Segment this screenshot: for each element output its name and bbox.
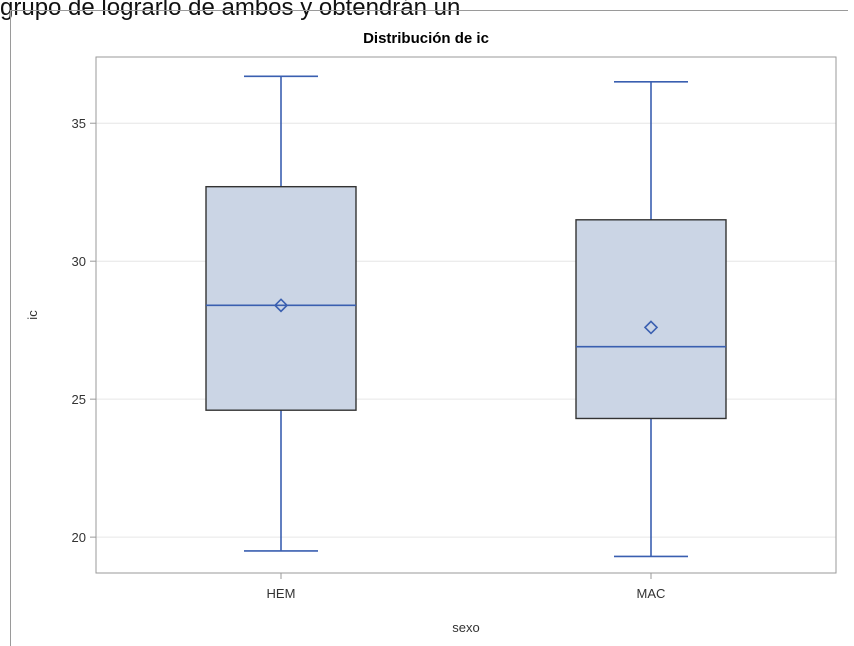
y-axis-label: ic [25,310,40,320]
box-series [205,75,727,558]
mean-diamond-marker [273,298,289,313]
y-tick-label: 35 [72,116,86,131]
x-axis-label: sexo [452,620,479,635]
chart-title: Distribución de ic [363,30,489,47]
iqr-box [575,219,727,420]
y-tick-label: 20 [72,530,86,545]
mean-diamond-marker [643,320,659,335]
x-tick-label: MAC [637,586,666,601]
y-axis-ticks: 20 25 30 35 [72,116,96,545]
x-tick-label: HEM [267,586,296,601]
box-group [575,81,727,558]
y-tick-label: 30 [72,254,86,269]
x-axis-ticks: HEM MAC [267,573,666,601]
y-tick-label: 25 [72,392,86,407]
figure-frame [10,10,848,646]
plot-area-border [95,56,837,574]
box-group [205,75,357,552]
